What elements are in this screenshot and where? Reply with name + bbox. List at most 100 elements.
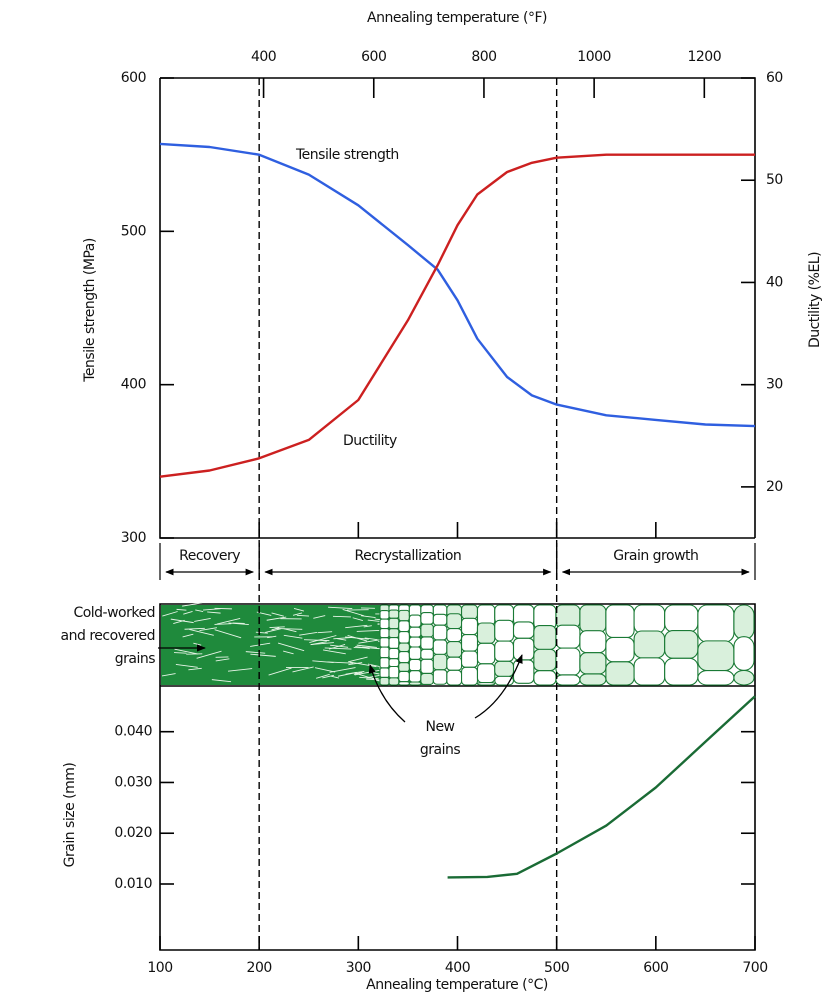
grain: [698, 605, 734, 642]
x-tick-label: 300: [346, 960, 371, 976]
grain: [698, 641, 734, 671]
y-tick-label: 0.010: [114, 876, 152, 892]
grain: [462, 605, 478, 619]
grain: [399, 643, 410, 652]
grain: [389, 638, 399, 649]
y2-tick-label: 20: [766, 479, 783, 495]
data-line: [160, 144, 755, 426]
grain: [734, 670, 754, 685]
grain: [495, 661, 514, 676]
grain: [534, 626, 556, 650]
grain: [556, 675, 580, 685]
grain: [447, 642, 462, 658]
grain: [495, 620, 514, 641]
grain-axis-title: Grain size (mm): [62, 763, 78, 868]
grain: [447, 670, 462, 685]
grain: [534, 649, 556, 670]
grain: [433, 640, 447, 654]
grain: [580, 674, 606, 685]
grain: [380, 619, 389, 628]
bottom-axis-title: Annealing temperature (°C): [366, 977, 548, 993]
grain: [534, 671, 556, 685]
y-tick-label: 500: [121, 223, 146, 239]
grain: [580, 605, 606, 632]
grain: [477, 664, 494, 683]
grain: [606, 662, 634, 685]
grain: [399, 671, 410, 681]
grain: [433, 654, 447, 669]
region-label: Recovery: [179, 548, 240, 564]
y-tick-label: 300: [121, 530, 146, 546]
y-tick-label: 0.020: [114, 825, 152, 841]
grain: [421, 659, 433, 673]
region-label: Recrystallization: [355, 548, 462, 564]
x2-tick-label: 600: [361, 49, 386, 65]
grain: [665, 631, 698, 659]
grain: [421, 673, 433, 684]
grain: [477, 643, 494, 663]
annotation: grains: [115, 651, 155, 667]
grain: [556, 625, 580, 648]
grain: [734, 637, 754, 671]
x-tick-label: 500: [544, 960, 569, 976]
grain: [389, 667, 399, 678]
x-tick-label: 600: [643, 960, 668, 976]
top-axis-title: Annealing temperature (°F): [367, 10, 547, 26]
grain: [399, 621, 410, 632]
grain: [514, 622, 534, 638]
grain: [409, 659, 420, 670]
grain: [734, 605, 754, 639]
grain: [421, 649, 433, 659]
left-axis-title: Tensile strength (MPa): [82, 238, 98, 383]
y-tick-label: 0.040: [114, 724, 152, 740]
grain: [665, 605, 698, 632]
y-tick-label: 0.030: [114, 774, 152, 790]
grain: [433, 614, 447, 625]
data-line: [448, 696, 755, 877]
region-label: Grain growth: [613, 548, 698, 564]
right-axis-title: Ductility (%EL): [807, 252, 823, 348]
grain: [380, 629, 389, 638]
top-frame: [160, 78, 755, 538]
grain: [399, 632, 410, 643]
grain: [433, 670, 447, 684]
grain: [380, 677, 389, 685]
grain: [447, 629, 462, 642]
grain: [606, 605, 634, 638]
series-label: Tensile strength: [295, 147, 399, 163]
grain: [421, 637, 433, 649]
annotation: Cold-worked: [73, 605, 155, 621]
grain: [389, 678, 399, 685]
grain: [477, 623, 494, 643]
grain: [380, 638, 389, 647]
x-tick-label: 100: [147, 960, 172, 976]
y2-tick-label: 50: [766, 172, 783, 188]
grain: [495, 641, 514, 661]
y-tick-label: 600: [121, 70, 146, 86]
grain: [409, 615, 420, 627]
grain: [634, 605, 665, 633]
grain: [409, 627, 420, 637]
grain: [421, 613, 433, 625]
grain: [399, 682, 410, 685]
series-label: Ductility: [343, 433, 397, 449]
grain: [389, 648, 399, 658]
x-tick-label: 400: [445, 960, 470, 976]
grain: [409, 682, 420, 685]
y2-tick-label: 40: [766, 274, 783, 290]
microstructure: [161, 603, 754, 685]
grain: [399, 663, 410, 672]
grain-hatch: [333, 616, 351, 617]
grain: [514, 660, 534, 683]
y2-tick-label: 30: [766, 377, 783, 393]
grain: [380, 647, 389, 658]
x2-tick-label: 1200: [687, 49, 721, 65]
x2-tick-label: 1000: [577, 49, 611, 65]
grain: [665, 658, 698, 685]
grain: [462, 651, 478, 667]
data-line: [160, 155, 755, 477]
grain: [447, 657, 462, 670]
grain: [389, 629, 399, 638]
grain: [634, 658, 665, 685]
grain: [409, 637, 420, 647]
